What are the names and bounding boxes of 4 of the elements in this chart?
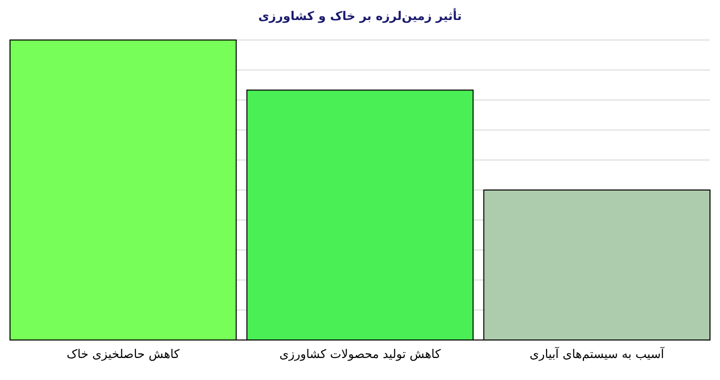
x-tick-label: کاهش تولید محصولات کشاورزی	[279, 347, 441, 361]
chart-title: تأثیر زمین‌لرزه بر خاک و کشاورزی	[258, 8, 462, 23]
x-tick-label: آسیب به سیستم‌های آبیاری	[530, 346, 665, 361]
x-tick-label: کاهش حاصلخیزی خاک	[66, 347, 180, 361]
